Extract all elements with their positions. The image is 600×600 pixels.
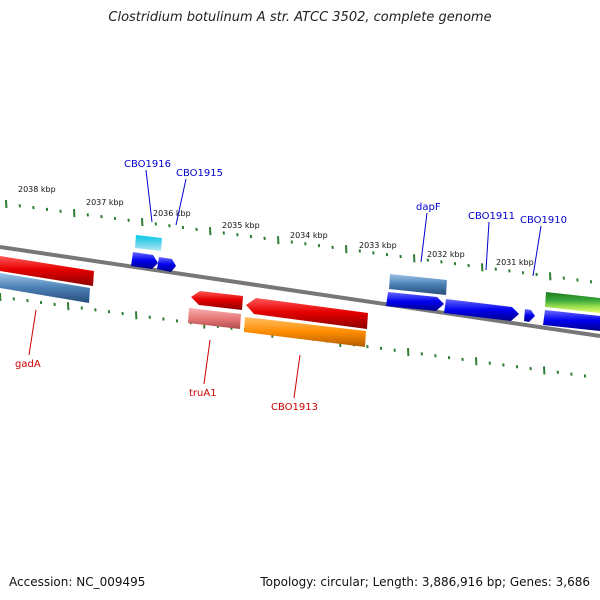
kbp-label: 2033 kbp <box>359 241 397 250</box>
gene-red-arrow[interactable] <box>246 298 368 329</box>
kbp-label: 2036 kbp <box>153 209 191 218</box>
gene-blue-arrow[interactable] <box>131 252 158 269</box>
gene-pink[interactable] <box>188 308 241 329</box>
gene-label[interactable]: CBO1911 <box>468 211 515 222</box>
kbp-label: 2031 kbp <box>496 258 534 267</box>
kbp-label: 2034 kbp <box>290 231 328 240</box>
gene-label[interactable]: gadA <box>15 359 41 370</box>
gene-labels: CBO1916 CBO1915 dapF CBO1911 CBO1910 gad… <box>15 159 567 413</box>
gene-blue-arrow[interactable] <box>524 309 535 322</box>
gene-label[interactable]: dapF <box>416 202 441 213</box>
genome-summary-text: Topology: circular; Length: 3,886,916 bp… <box>260 575 590 589</box>
reverse-strand-genes <box>0 256 368 347</box>
forward-strand-genes <box>131 235 600 331</box>
gene-dapf[interactable] <box>389 274 447 295</box>
gene-gada[interactable] <box>0 256 94 286</box>
accession-text: Accession: NC_009495 <box>9 575 146 589</box>
gene-trua1[interactable] <box>191 291 243 310</box>
gene-cbo1913[interactable] <box>244 317 366 347</box>
gene-label[interactable]: CBO1916 <box>124 159 171 170</box>
gene-blue-arrow[interactable] <box>386 292 444 311</box>
gene-label[interactable]: truA1 <box>189 388 217 399</box>
genome-backbone <box>0 245 600 338</box>
gene-label[interactable]: CBO1910 <box>520 215 567 226</box>
gene-label[interactable]: CBO1913 <box>271 402 318 413</box>
gene-blue-arrow[interactable] <box>543 310 600 331</box>
kbp-label: 2037 kbp <box>86 198 124 207</box>
gene-steel-left[interactable] <box>0 273 90 303</box>
kbp-label: 2032 kbp <box>427 250 465 259</box>
gene-cbo1916[interactable] <box>135 235 162 251</box>
kbp-label: 2038 kbp <box>18 185 56 194</box>
map-title: Clostridium botulinum A str. ATCC 3502, … <box>108 10 492 25</box>
gene-cbo1910[interactable] <box>545 292 600 313</box>
gene-label[interactable]: CBO1915 <box>176 168 223 179</box>
gene-cbo1911[interactable] <box>444 299 519 321</box>
gene-cbo1915[interactable] <box>157 257 176 272</box>
kbp-ticks-outer <box>5 199 593 284</box>
kbp-label: 2035 kbp <box>222 221 260 230</box>
kbp-labels: 2038 kbp 2037 kbp 2036 kbp 2035 kbp 2034… <box>18 185 534 267</box>
label-pointers <box>28 169 542 399</box>
